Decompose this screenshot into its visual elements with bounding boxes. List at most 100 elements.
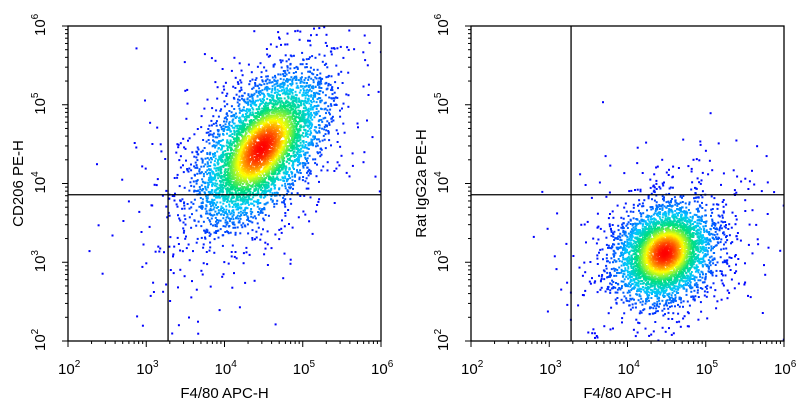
event-dot	[310, 125, 313, 128]
event-dot	[228, 173, 231, 176]
event-dot	[259, 118, 262, 121]
event-dot	[231, 201, 234, 204]
event-dot	[259, 238, 262, 241]
event-dot	[222, 234, 225, 237]
event-dot	[215, 141, 218, 144]
event-dot	[227, 169, 230, 172]
event-dot	[227, 163, 230, 166]
event-dot	[232, 141, 235, 144]
event-dot	[241, 97, 243, 100]
event-dot	[248, 161, 251, 164]
event-dot	[208, 234, 211, 237]
event-dot	[265, 181, 268, 184]
event-dot	[264, 86, 267, 89]
event-dot	[294, 133, 297, 135]
event-dot	[183, 186, 186, 189]
event-dot	[320, 99, 323, 102]
event-dot	[215, 188, 218, 191]
event-dot	[234, 76, 237, 79]
event-dot	[278, 135, 281, 138]
event-dot	[195, 164, 198, 167]
event-dot	[255, 183, 258, 185]
event-dot	[264, 80, 267, 83]
event-dot	[312, 94, 315, 97]
event-dot	[272, 176, 275, 178]
event-dot	[290, 55, 293, 58]
event-dot	[233, 56, 236, 59]
event-dot	[237, 202, 240, 205]
event-dot	[286, 117, 289, 120]
event-dot	[226, 191, 229, 194]
event-dot	[230, 115, 233, 118]
event-dot	[234, 87, 237, 89]
event-dot	[257, 99, 259, 102]
event-dot	[313, 116, 316, 119]
event-dot	[184, 237, 187, 240]
event-dot	[251, 154, 254, 157]
event-dot	[335, 167, 338, 170]
event-dot	[380, 24, 382, 26]
event-dot	[245, 163, 248, 166]
event-dot	[236, 134, 239, 137]
event-dot	[231, 143, 233, 146]
event-dot	[258, 165, 261, 168]
event-dot	[251, 137, 254, 140]
event-dot	[260, 102, 263, 105]
event-dot	[190, 184, 193, 187]
event-dot	[274, 88, 277, 91]
event-dot	[215, 169, 218, 172]
event-dot	[288, 175, 291, 178]
event-dot	[363, 151, 366, 154]
event-dot	[238, 99, 241, 102]
event-dot	[207, 131, 210, 134]
event-dot	[335, 64, 338, 67]
event-dot	[307, 120, 310, 122]
event-dot	[221, 68, 224, 70]
event-dot	[228, 165, 230, 168]
event-dot	[294, 109, 296, 112]
event-dot	[266, 78, 269, 81]
event-dot	[249, 184, 252, 187]
event-dot	[251, 211, 254, 214]
event-dot	[225, 208, 228, 211]
event-dot	[306, 171, 308, 174]
event-dot	[238, 107, 241, 110]
event-dot	[122, 220, 125, 222]
event-dot	[236, 81, 239, 84]
event-dot	[241, 183, 244, 185]
event-dot	[212, 156, 215, 158]
event-dot	[228, 200, 231, 203]
event-dot	[270, 158, 273, 161]
event-dot	[299, 172, 302, 174]
event-dot	[255, 179, 258, 182]
event-dot	[207, 128, 210, 130]
event-dot	[308, 56, 311, 59]
event-dot	[301, 179, 304, 182]
event-dot	[252, 168, 255, 170]
event-dot	[266, 153, 269, 156]
event-dot	[197, 332, 200, 335]
event-dot	[246, 148, 249, 151]
event-dot	[256, 95, 259, 98]
event-dot	[215, 230, 217, 233]
event-dot	[232, 203, 235, 206]
event-dot	[233, 115, 236, 118]
event-dot	[307, 70, 310, 73]
event-dot	[284, 54, 287, 57]
event-dot	[299, 81, 302, 84]
event-dot	[188, 189, 191, 192]
event-dot	[217, 166, 220, 169]
event-dot	[321, 77, 324, 80]
event-dot	[306, 91, 309, 94]
event-dot	[212, 132, 215, 135]
event-dot	[299, 144, 302, 147]
event-dot	[273, 146, 276, 149]
event-dot	[377, 19, 379, 21]
event-dot	[310, 103, 313, 106]
event-dot	[314, 86, 317, 88]
event-dot	[279, 94, 281, 97]
event-dot	[270, 102, 273, 105]
event-dot	[249, 198, 252, 201]
event-dot	[280, 149, 282, 152]
event-dot	[307, 187, 310, 190]
